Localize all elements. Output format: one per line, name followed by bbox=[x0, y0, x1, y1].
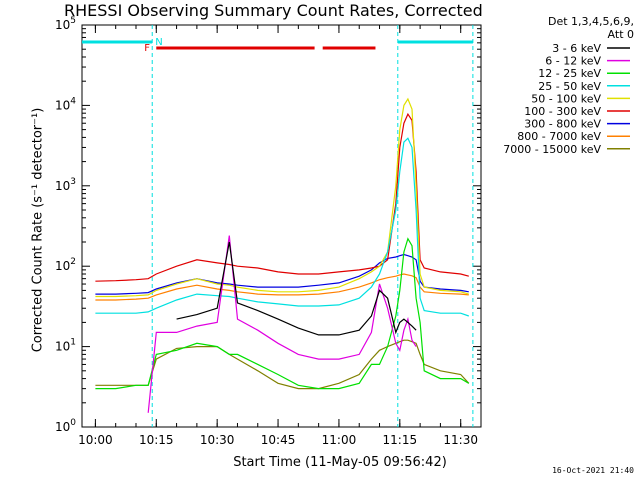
night-flag-label: N bbox=[155, 37, 162, 48]
y-tick-label: 105 bbox=[55, 16, 76, 32]
x-tick-label: 10:00 bbox=[78, 433, 113, 447]
attenuator-state: Att 0 bbox=[607, 28, 634, 41]
generated-timestamp: 16-Oct-2021 21:40 bbox=[552, 466, 634, 475]
legend-label: 25 - 50 keV bbox=[538, 80, 601, 93]
legend-label: 12 - 25 keV bbox=[538, 67, 601, 80]
legend-label: 300 - 800 keV bbox=[524, 118, 601, 131]
series-line-800-7000-kev bbox=[95, 273, 469, 301]
series-line-12-25-kev bbox=[95, 237, 470, 390]
legend-label: 100 - 300 keV bbox=[524, 105, 601, 118]
legend-label: 3 - 6 keV bbox=[552, 42, 601, 55]
series-line-6-12-kev bbox=[147, 235, 417, 413]
plot-area: 100 101 102 103 104 105 10:00 10:15 10:30 10:45 11… bbox=[55, 16, 630, 447]
x-tick-label: 10:15 bbox=[139, 433, 174, 447]
legend-label: 800 - 7000 keV bbox=[517, 130, 601, 143]
detector-list: Det 1,3,4,5,6,9, bbox=[547, 15, 634, 28]
detector-info: Det 1,3,4,5,6,9, Att 0 bbox=[486, 15, 634, 41]
y-tick-label: 104 bbox=[55, 96, 76, 112]
series-line-50-100-kev bbox=[95, 97, 469, 298]
series-line-100-300-kev bbox=[95, 112, 469, 282]
y-tick-label: 100 bbox=[55, 418, 76, 434]
series-line-25-50-kev bbox=[95, 137, 469, 317]
y-tick-label: 101 bbox=[55, 338, 76, 354]
x-axis-label: Start Time (11-May-05 09:56:42) bbox=[233, 455, 447, 470]
plot-frame bbox=[81, 24, 482, 428]
chart-title: RHESSI Observing Summary Count Rates, Co… bbox=[64, 1, 483, 20]
x-tick-label: 11:00 bbox=[322, 433, 357, 447]
series-line-7000-15000-kev bbox=[95, 339, 470, 390]
flare-flag-label: F bbox=[144, 43, 150, 54]
y-axis-label: Corrected Count Rate (s⁻¹ detector⁻¹) bbox=[30, 107, 46, 353]
legend-label: 50 - 100 keV bbox=[531, 92, 601, 105]
legend-label: 6 - 12 keV bbox=[545, 55, 601, 68]
x-tick-label: 10:45 bbox=[261, 433, 296, 447]
x-tick-label: 11:15 bbox=[383, 433, 418, 447]
x-tick-label: 10:30 bbox=[200, 433, 235, 447]
y-tick-label: 103 bbox=[55, 177, 76, 193]
legend-label: 7000 - 15000 keV bbox=[503, 143, 601, 156]
series-line-3-6-kev bbox=[176, 241, 417, 336]
y-tick-label: 102 bbox=[55, 257, 76, 273]
x-tick-label: 11:30 bbox=[443, 433, 478, 447]
series-line-300-800-kev bbox=[95, 253, 469, 295]
